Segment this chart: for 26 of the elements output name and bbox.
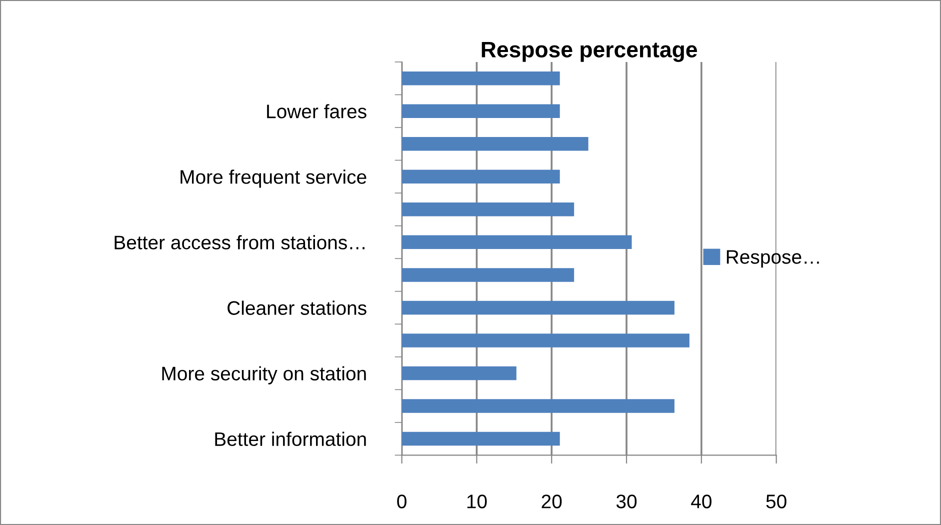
bar <box>402 235 632 250</box>
bar <box>402 170 560 184</box>
bar <box>402 104 560 118</box>
bar <box>402 432 560 446</box>
x-tick-label: 20 <box>542 494 562 508</box>
x-tick-label: 40 <box>691 494 712 508</box>
bar <box>402 366 516 380</box>
y-tick-label: More security on station <box>162 366 366 384</box>
x-tick-label: 30 <box>616 494 637 508</box>
y-tick-label: Better access from stations… <box>114 235 364 250</box>
y-tick-label: Better information <box>215 432 366 446</box>
x-tick-label: 50 <box>766 494 786 508</box>
bar <box>402 202 574 216</box>
bar <box>402 334 690 348</box>
bar <box>402 136 588 151</box>
y-tick-label: Lower fares <box>267 104 366 118</box>
x-tick-label: 0 <box>397 494 406 508</box>
legend-label: Respose… <box>726 250 819 268</box>
chart-title: Respose percentage <box>482 42 698 62</box>
bar <box>402 399 674 413</box>
bar <box>402 268 574 282</box>
y-tick-label: More frequent service <box>180 170 366 188</box>
x-tick-label: 10 <box>467 494 487 508</box>
bar <box>402 300 674 315</box>
bar <box>402 71 560 86</box>
y-tick-label: Cleaner stations <box>228 300 366 315</box>
